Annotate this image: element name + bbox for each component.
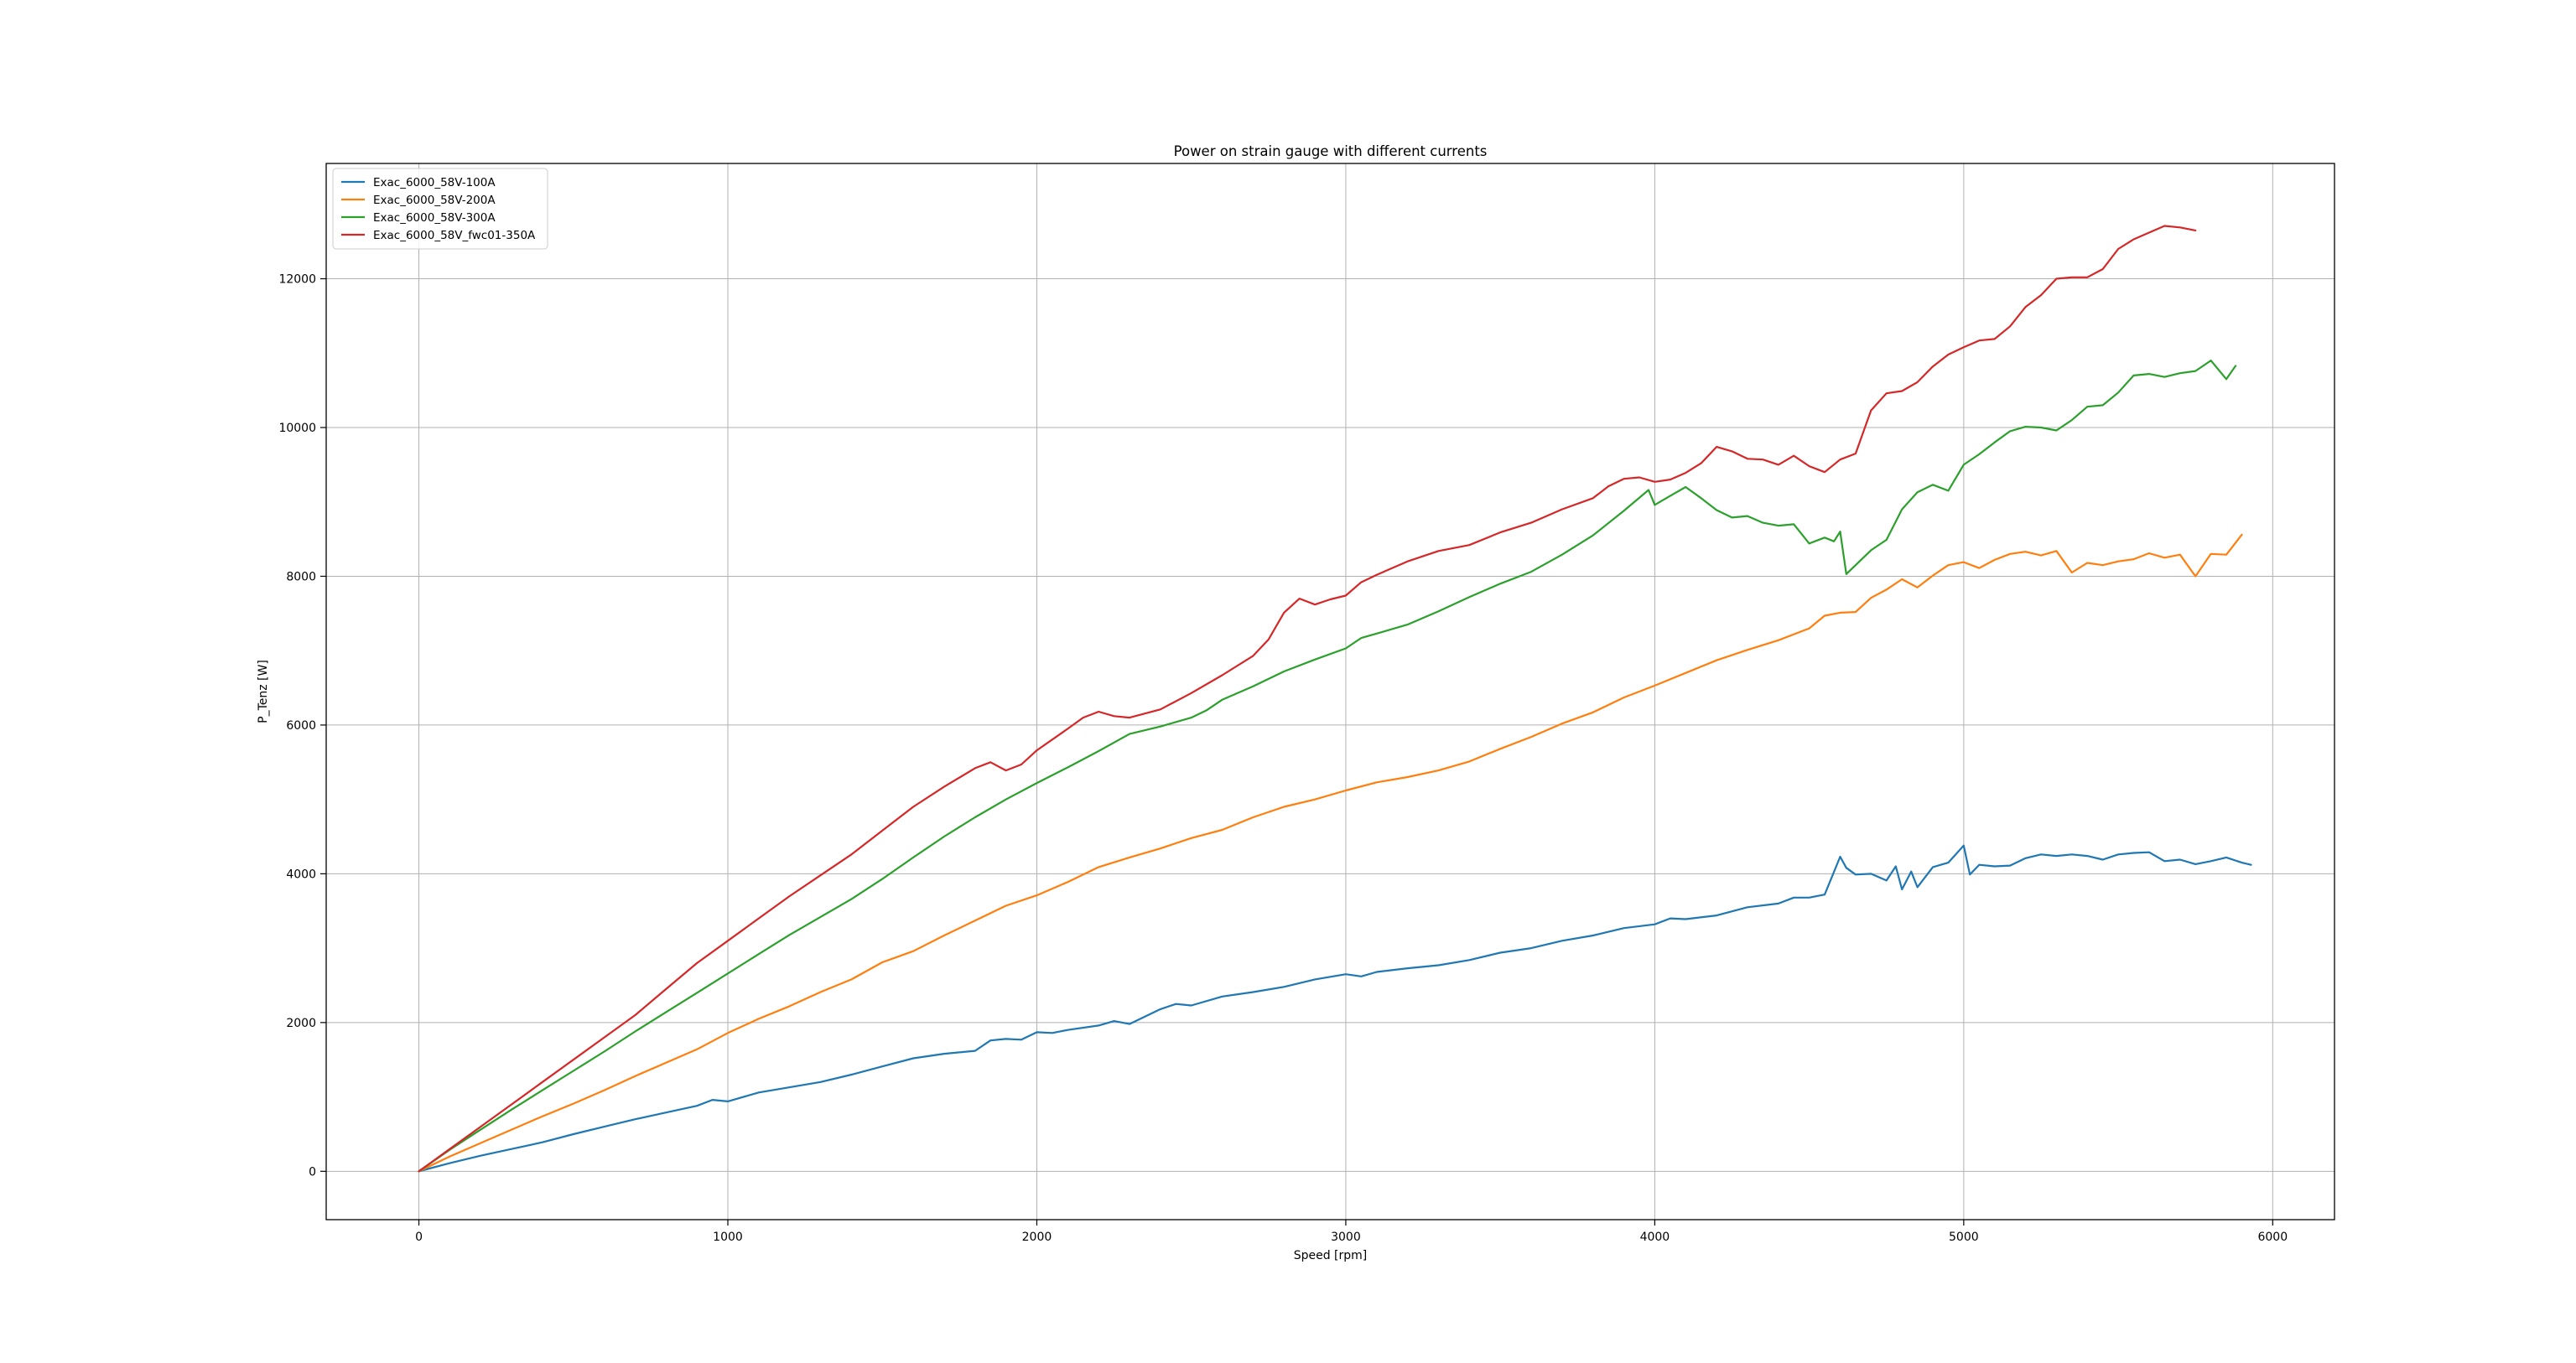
series-line-2 xyxy=(418,533,2243,1173)
series-lines xyxy=(418,225,2252,1173)
y-tick-label: 4000 xyxy=(286,868,316,881)
y-tick-label: 6000 xyxy=(286,719,316,733)
y-tick-label: 8000 xyxy=(286,570,316,583)
legend-label: Exac_6000_58V-100A xyxy=(373,176,496,189)
x-axis-title: Speed [rpm] xyxy=(1294,1249,1368,1262)
x-tick-label: 0 xyxy=(415,1231,423,1244)
legend-label: Exac_6000_58V_fwc01-350A xyxy=(373,229,536,242)
grid-lines xyxy=(326,163,2334,1220)
x-tick-label: 4000 xyxy=(1640,1231,1670,1244)
legend-label: Exac_6000_58V-200A xyxy=(373,194,496,207)
series-line-1 xyxy=(418,844,2252,1173)
y-tick-label: 2000 xyxy=(286,1017,316,1030)
chart-title: Power on strain gauge with different cur… xyxy=(1174,143,1488,159)
legend-label: Exac_6000_58V-300A xyxy=(373,211,496,225)
y-axis-title: P_Tenz [W] xyxy=(257,660,270,723)
x-tick-label: 3000 xyxy=(1331,1231,1361,1244)
legend-box xyxy=(332,168,548,250)
x-tick-label: 2000 xyxy=(1022,1231,1052,1244)
y-tick-label: 10000 xyxy=(278,422,316,435)
x-tick-label: 5000 xyxy=(1949,1231,1979,1244)
legend: Exac_6000_58V-100A Exac_6000_58V-200A Exac… xyxy=(332,168,548,250)
series-line-4 xyxy=(418,225,2197,1173)
y-tick-label: 12000 xyxy=(278,273,316,287)
plot-frame xyxy=(325,163,2335,1220)
x-tick-label: 1000 xyxy=(713,1231,743,1244)
series-line-3 xyxy=(418,360,2237,1173)
y-tick-label: 0 xyxy=(309,1165,316,1179)
x-tick-label: 6000 xyxy=(2257,1231,2288,1244)
axes: 0 1000 2000 3000 4000 5000 6000 0 2000 4000 6000 80… xyxy=(278,163,2335,1244)
